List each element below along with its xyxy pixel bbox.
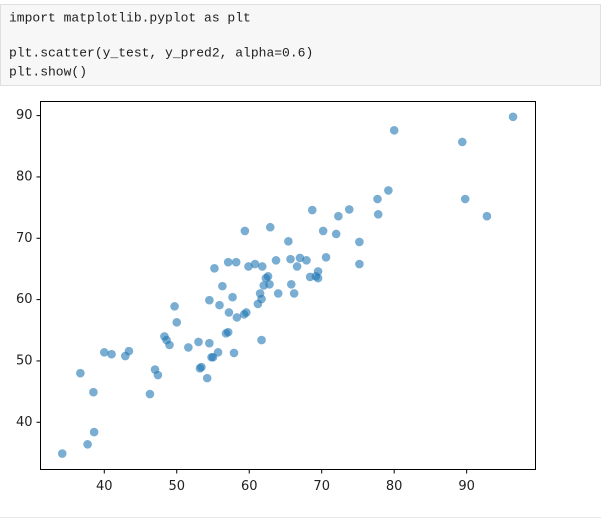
scatter-point [231, 257, 241, 267]
scatter-point [153, 370, 163, 380]
scatter-point [313, 273, 323, 283]
scatter-point [334, 211, 343, 221]
scatter-point [344, 205, 354, 214]
scatter-point [295, 253, 305, 263]
scatter-point [265, 279, 274, 289]
scatter-point [223, 327, 233, 337]
scatter-point [271, 256, 281, 265]
scatter-point [284, 237, 293, 246]
scatter-point [172, 318, 182, 327]
axes-frame [40, 101, 536, 470]
scatter-point [224, 308, 234, 317]
scatter-point [223, 257, 233, 267]
scatter-point [355, 237, 364, 247]
scatter-point [170, 302, 179, 311]
scatter-point [240, 226, 250, 236]
scatter-point [232, 313, 242, 322]
scatter-point [99, 348, 109, 357]
scatter-point [107, 349, 116, 359]
scatter-point [165, 340, 174, 350]
scatter-point [89, 427, 99, 437]
scatter-point [89, 387, 98, 397]
scatter-point [124, 346, 134, 356]
scatter-point [286, 279, 296, 289]
plot: 40 50 60 70 80 90 40 50 60 70 80 90 [16, 108, 518, 494]
scatter-point [265, 222, 275, 232]
scatter-point [213, 348, 223, 357]
scatter-point [373, 194, 382, 204]
scatter-point [257, 335, 266, 345]
y-tick-label: 70 [16, 231, 33, 246]
scatter-point [508, 112, 518, 122]
code-cell [0, 4, 601, 86]
scatter-point [83, 440, 92, 449]
scatter-point [202, 373, 212, 383]
scatter-point [302, 256, 311, 265]
scatter-point [205, 338, 214, 348]
y-tick-label: 80 [16, 169, 33, 184]
scatter-point [229, 348, 239, 358]
y-tick-label: 60 [16, 292, 33, 307]
x-tick-label: 80 [386, 479, 403, 494]
code-line: import matplotlib.pyplot as plt [9, 10, 251, 25]
scatter-point [331, 229, 341, 239]
scatter-point [76, 368, 85, 378]
x-tick-label: 50 [168, 479, 185, 494]
scatter-point [389, 126, 399, 135]
scatter-point [215, 300, 224, 310]
x-tick-label: 40 [96, 479, 113, 494]
scatter-point [289, 289, 299, 298]
scatter-point [205, 295, 214, 305]
scatter-point [273, 289, 283, 298]
scatter-point [257, 294, 266, 304]
scatter-point [292, 262, 302, 271]
scatter-point [355, 259, 364, 269]
scatter-point [313, 267, 323, 276]
scatter-point [242, 308, 251, 317]
scatter-point [145, 389, 155, 399]
code-line: plt.show() [9, 64, 87, 79]
y-tick-label: 40 [16, 415, 33, 430]
scatter-point [257, 262, 267, 271]
x-tick-label: 70 [313, 479, 330, 494]
scatter-point [263, 272, 273, 281]
scatter-point [250, 259, 260, 269]
scatter-point [194, 337, 203, 347]
scatter-point [197, 362, 206, 372]
scatter-point [384, 186, 393, 195]
scatter-point [210, 264, 219, 273]
scatter-point [321, 252, 331, 262]
scatter-point [57, 449, 67, 458]
scatter-point [218, 281, 227, 291]
scatter-point [244, 262, 253, 271]
scatter-point [286, 254, 295, 264]
y-tick-label: 90 [16, 108, 33, 123]
y-tick-label: 50 [16, 353, 33, 368]
scatter-point [184, 343, 193, 352]
scatter-point [458, 137, 467, 147]
code-line: plt.scatter(y_test, y_pred2, alpha=0.6) [9, 45, 313, 60]
scatter-point [228, 292, 237, 302]
x-tick-label: 60 [241, 479, 258, 494]
scatter-point [318, 226, 328, 236]
scatter-point [482, 211, 492, 221]
x-tick-label: 90 [458, 479, 475, 494]
scatter-point [373, 210, 383, 219]
scatter-point [307, 205, 317, 215]
scatter-point [460, 194, 470, 204]
